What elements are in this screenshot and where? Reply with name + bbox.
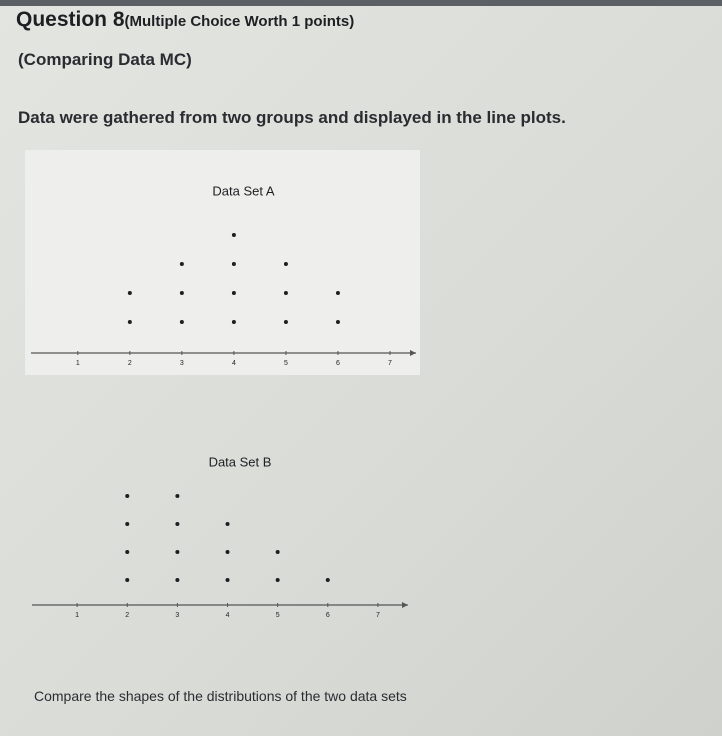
dot — [127, 320, 132, 324]
x-tick-label: 7 — [388, 360, 392, 367]
dot — [283, 262, 288, 266]
dot — [335, 320, 340, 324]
dot — [179, 291, 184, 295]
dot — [125, 578, 130, 582]
x-tick-label: 6 — [326, 612, 330, 619]
dot — [335, 291, 340, 295]
dot — [179, 262, 184, 266]
dot — [125, 522, 130, 526]
x-tick-label: 1 — [75, 612, 79, 619]
dot-plot: Data Set A 1 2 3 4 5 6 7 — [31, 183, 416, 367]
dot — [175, 550, 180, 554]
dot — [231, 262, 236, 266]
dot — [225, 522, 230, 526]
x-tick-label: 1 — [76, 360, 80, 367]
x-tick-label: 5 — [276, 612, 280, 619]
dot — [283, 291, 288, 295]
x-tick-label: 5 — [284, 360, 288, 367]
plot-panel — [25, 150, 420, 375]
x-tick-label: 6 — [336, 360, 340, 367]
dot — [275, 550, 280, 554]
question-text: Compare the shapes of the distributions … — [34, 688, 407, 704]
dot — [175, 578, 180, 582]
dot — [179, 320, 184, 324]
axis-arrow — [410, 350, 416, 356]
x-tick-label: 2 — [125, 612, 129, 619]
chart-title: Data Set B — [209, 454, 272, 469]
dot — [231, 233, 236, 237]
dot — [275, 578, 280, 582]
dot — [225, 578, 230, 582]
x-tick-label: 3 — [180, 360, 184, 367]
dot — [325, 578, 330, 582]
dot — [127, 291, 132, 295]
chart-title: Data Set A — [212, 183, 274, 198]
dot — [125, 494, 130, 498]
x-tick-label: 4 — [232, 360, 236, 367]
question-worth: (Multiple Choice Worth 1 points) — [124, 13, 355, 30]
question-number: Question 8 — [16, 8, 125, 31]
dot — [225, 550, 230, 554]
dot — [125, 550, 130, 554]
x-tick-label: 3 — [175, 612, 179, 619]
dot — [231, 291, 236, 295]
dot-plot: Data Set B 1 2 3 4 5 6 7 — [32, 454, 408, 619]
question-prompt: Data were gathered from two groups and d… — [18, 108, 566, 127]
dot — [231, 320, 236, 324]
x-tick-label: 4 — [226, 612, 230, 619]
question-topic: (Comparing Data MC) — [18, 50, 192, 69]
x-tick-label: 7 — [376, 612, 380, 619]
top-bar — [0, 0, 722, 6]
dot — [283, 320, 288, 324]
axis-arrow — [402, 602, 408, 608]
dot — [175, 494, 180, 498]
question-heading: Question 8(Multiple Choice Worth 1 point… — [16, 8, 354, 32]
dot — [175, 522, 180, 526]
x-tick-label: 2 — [128, 360, 132, 367]
